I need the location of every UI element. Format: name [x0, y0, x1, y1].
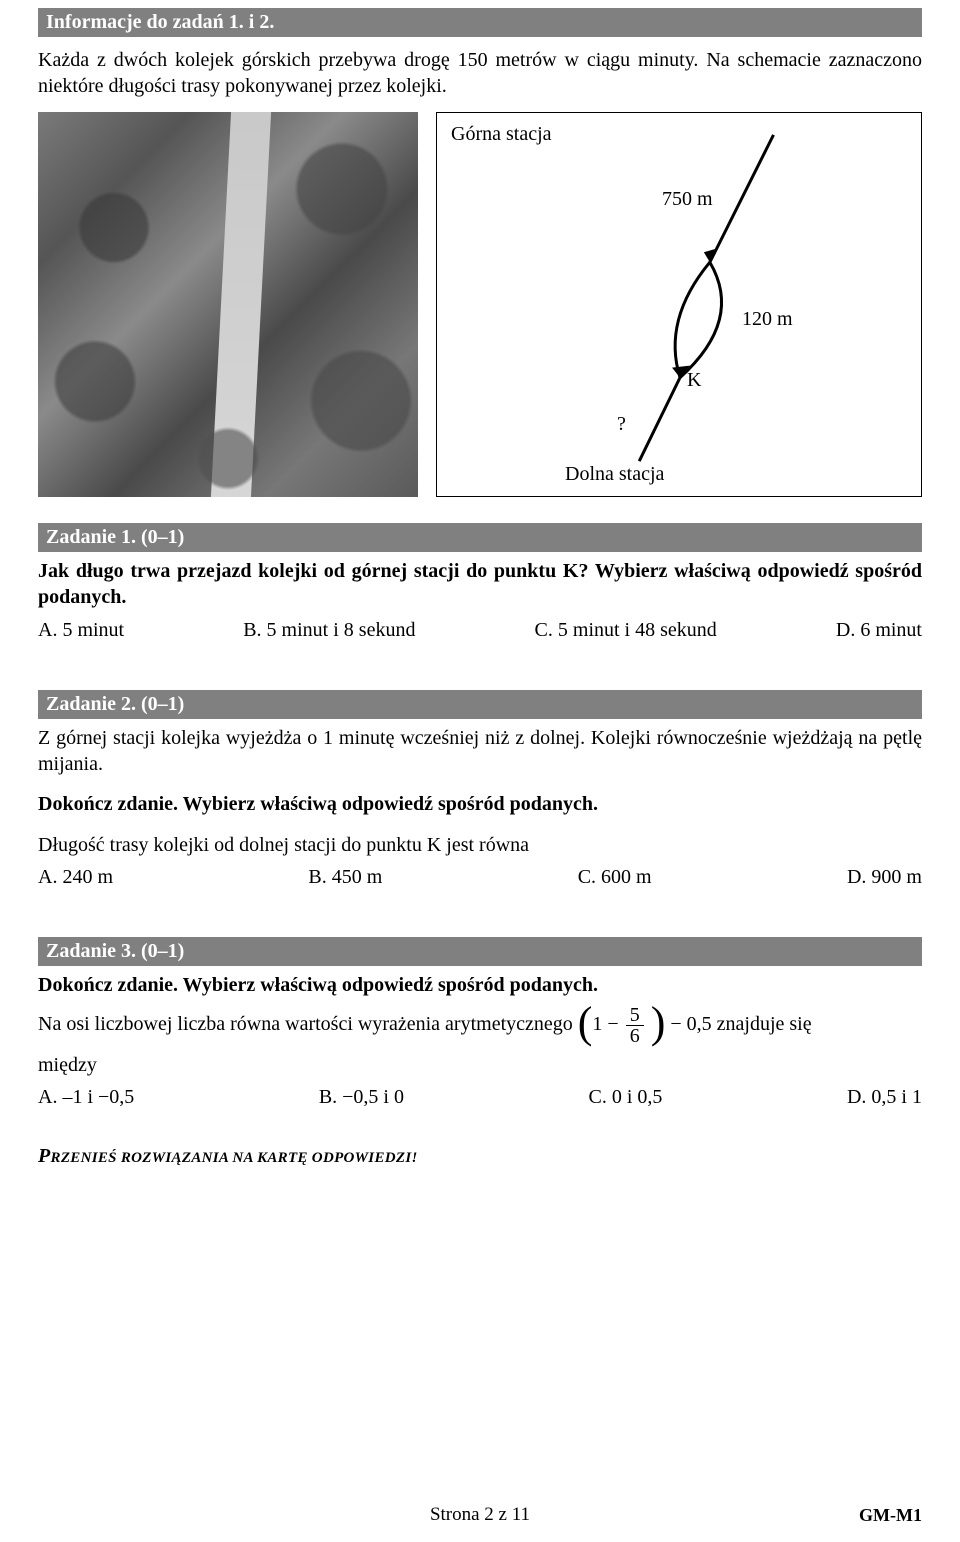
task2-option-d: D. 900 m	[847, 866, 922, 889]
task1-option-d: D. 6 minut	[836, 619, 922, 642]
task2-header: Zadanie 2. (0–1)	[38, 690, 922, 719]
intro-text: Każda z dwóch kolejek górskich przebywa …	[38, 47, 922, 100]
task1-header: Zadanie 1. (0–1)	[38, 523, 922, 552]
task2-option-a: A. 240 m	[38, 866, 113, 889]
label-120m: 120 m	[742, 308, 793, 331]
task1-question: Jak długo trwa przejazd kolejki od górne…	[38, 558, 922, 611]
task2-instruction: Dokończ zdanie. Wybierz właściwą odpowie…	[38, 791, 922, 817]
task3-option-b: B. −0,5 i 0	[319, 1086, 404, 1109]
label-point-k: K	[687, 369, 701, 392]
right-paren: )	[651, 998, 666, 1047]
task3-statement-after: znajduje się	[717, 1013, 812, 1035]
task3-statement: Na osi liczbowej liczba równa wartości w…	[38, 1005, 922, 1046]
fraction-5-6: 5 6	[626, 1005, 644, 1046]
footer-note: PRZENIEŚ ROZWIĄZANIA NA KARTĘ ODPOWIEDZI…	[38, 1143, 922, 1169]
left-paren: (	[578, 998, 593, 1047]
task2-options: A. 240 m B. 450 m C. 600 m D. 900 m	[38, 866, 922, 889]
track-svg	[437, 113, 921, 496]
section-header: Informacje do zadań 1. i 2.	[38, 8, 922, 37]
track-diagram: Górna stacja 750 m 120 m K ? Dolna stacj…	[436, 112, 922, 497]
frac-den: 6	[626, 1026, 644, 1046]
task3-option-a: A. –1 i −0,5	[38, 1086, 134, 1109]
page-code: GM-M1	[859, 1505, 922, 1526]
task3-header: Zadanie 3. (0–1)	[38, 937, 922, 966]
task3-statement-before: Na osi liczbowej liczba równa wartości w…	[38, 1013, 578, 1035]
task3-between: między	[38, 1052, 922, 1078]
task3-instruction: Dokończ zdanie. Wybierz właściwą odpowie…	[38, 972, 922, 998]
footer-note-prefix: P	[38, 1145, 51, 1167]
footer-note-rest: RZENIEŚ ROZWIĄZANIA NA KARTĘ ODPOWIEDZI!	[51, 1150, 418, 1166]
task3-option-c: C. 0 i 0,5	[589, 1086, 663, 1109]
frac-num: 5	[626, 1005, 644, 1026]
task3-option-d: D. 0,5 i 1	[847, 1086, 922, 1109]
task3-expression: (1 − 5 6 ) − 0,5	[578, 1013, 717, 1035]
task1-option-b: B. 5 minut i 8 sekund	[243, 619, 415, 642]
task2-statement: Długość trasy kolejki od dolnej stacji d…	[38, 832, 922, 858]
task1-option-c: C. 5 minut i 48 sekund	[535, 619, 717, 642]
page-number: Strona 2 z 11	[0, 1504, 960, 1526]
funicular-photo	[38, 112, 418, 497]
label-750m: 750 m	[662, 188, 713, 211]
task2-option-c: C. 600 m	[578, 866, 652, 889]
task1-option-a: A. 5 minut	[38, 619, 124, 642]
label-top-station: Górna stacja	[451, 123, 552, 146]
task3-options: A. –1 i −0,5 B. −0,5 i 0 C. 0 i 0,5 D. 0…	[38, 1086, 922, 1109]
task2-option-b: B. 450 m	[308, 866, 382, 889]
intro-row: Górna stacja 750 m 120 m K ? Dolna stacj…	[38, 112, 922, 497]
label-question-mark: ?	[617, 413, 626, 436]
label-bottom-station: Dolna stacja	[565, 463, 664, 486]
task1-options: A. 5 minut B. 5 minut i 8 sekund C. 5 mi…	[38, 619, 922, 642]
task2-intro: Z górnej stacji kolejka wyjeżdża o 1 min…	[38, 725, 922, 778]
